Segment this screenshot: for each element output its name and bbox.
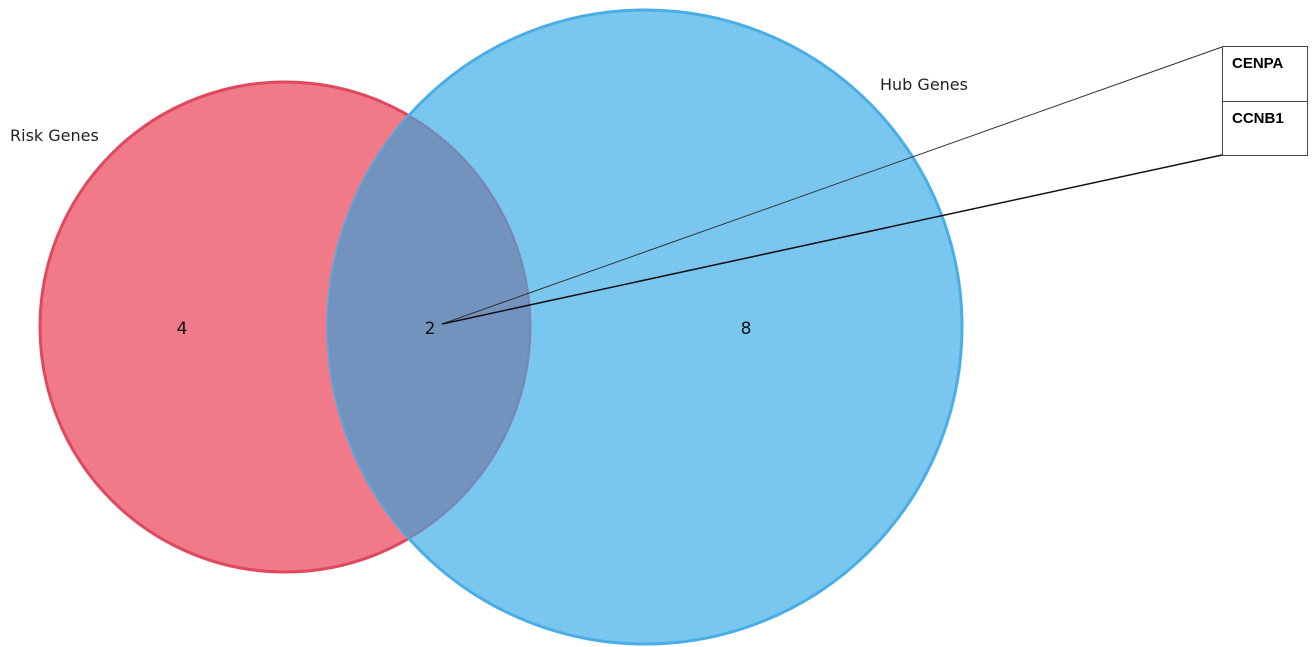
risk-genes-label: Risk Genes <box>10 126 99 145</box>
callout-line-cenpa <box>441 46 1223 325</box>
risk-only-count: 4 <box>176 319 188 339</box>
gene-cell-cenpa: CENPA <box>1232 55 1284 72</box>
gene-cell-ccnb1: CCNB1 <box>1223 101 1307 155</box>
callout-line-ccnb1 <box>441 154 1223 325</box>
hub-genes-label: Hub Genes <box>880 75 968 94</box>
overlap-gene-list: CENPA CCNB1 <box>1222 46 1308 156</box>
risk-circle-inner-edge <box>409 115 532 539</box>
hub-only-count: 8 <box>740 319 752 339</box>
overlap-count: 2 <box>424 319 436 339</box>
